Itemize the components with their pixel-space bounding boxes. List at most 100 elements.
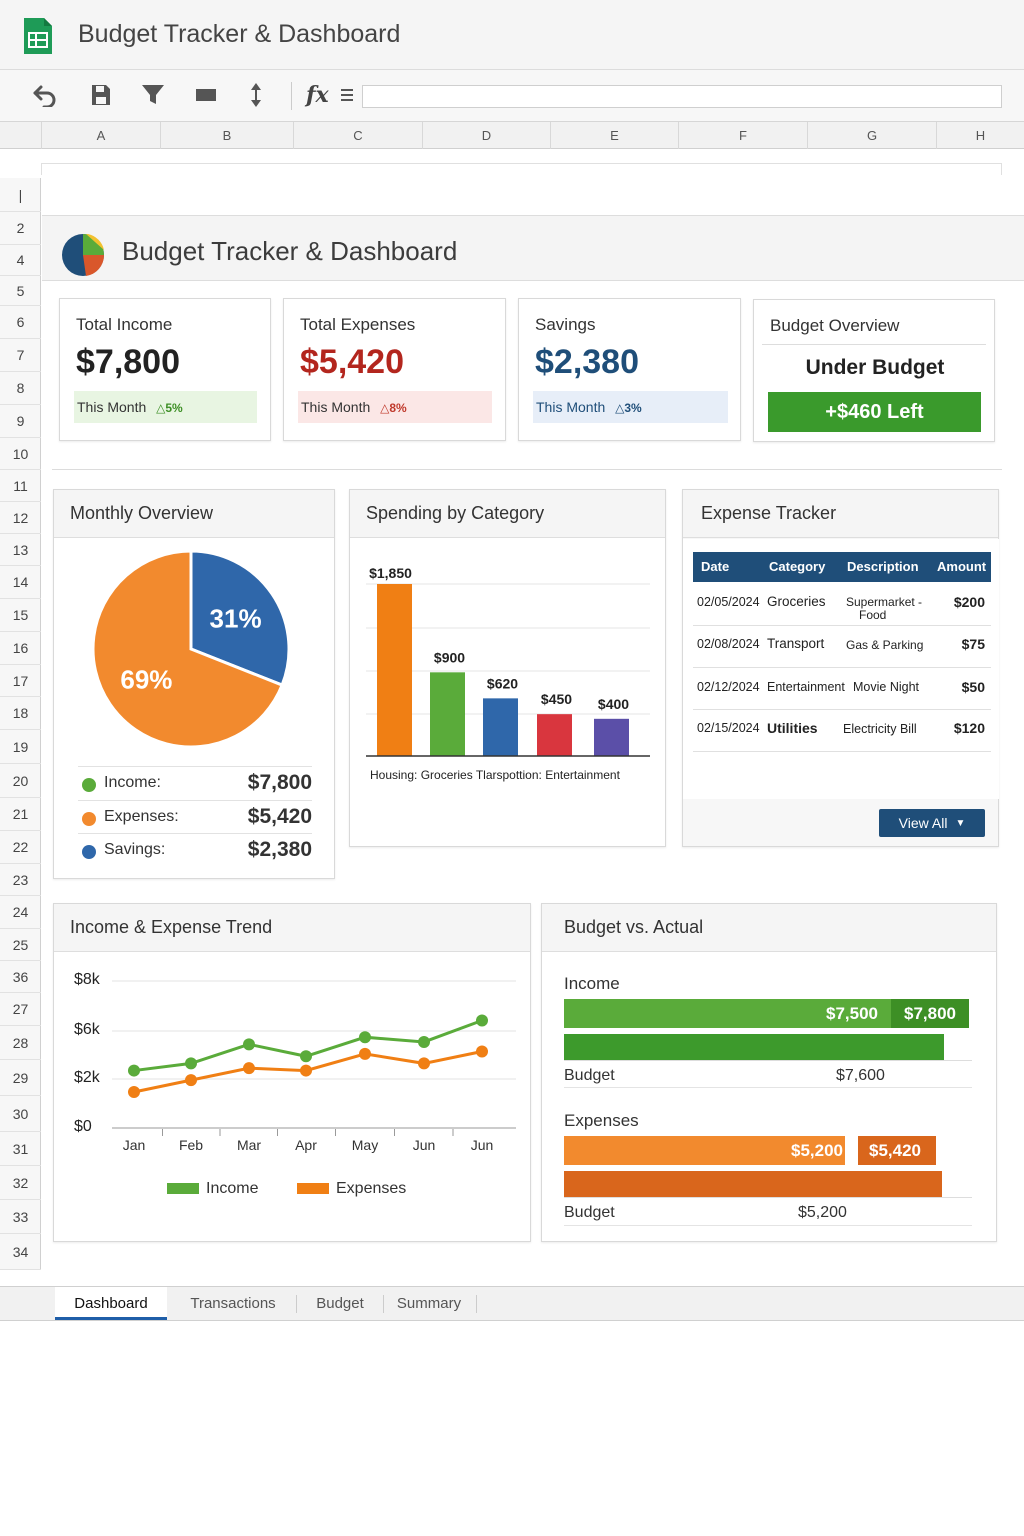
table-row[interactable]: 02/12/2024 Entertainment Movie Night $50	[693, 668, 991, 710]
data-point	[418, 1057, 430, 1070]
row-header[interactable]: 32	[0, 1166, 41, 1200]
row-header[interactable]: 13	[0, 534, 41, 566]
row-header[interactable]: 29	[0, 1060, 41, 1096]
row-header[interactable]: 19	[0, 730, 41, 764]
data-point	[359, 1031, 371, 1044]
sort-icon[interactable]	[241, 80, 271, 110]
trend-up-icon: △8%	[380, 401, 407, 415]
total-income-card: Total Income $7,800 This Month △5%	[59, 298, 271, 441]
legend-label: Income	[206, 1180, 259, 1197]
save-icon[interactable]	[86, 80, 116, 110]
row-header[interactable]: 4	[0, 245, 41, 276]
kpi-label: Savings	[535, 315, 596, 334]
column-header-c[interactable]: C	[293, 122, 422, 149]
tab-separator	[383, 1295, 384, 1313]
fill-color-icon[interactable]	[191, 80, 221, 110]
row-header[interactable]: 8	[0, 372, 41, 405]
row-header[interactable]: 33	[0, 1200, 41, 1234]
row-header[interactable]: 17	[0, 665, 41, 697]
row-header[interactable]: 22	[0, 831, 41, 864]
row-header[interactable]: 21	[0, 798, 41, 831]
data-point	[300, 1064, 312, 1077]
formula-input[interactable]	[362, 85, 1002, 108]
row-header[interactable]: 27	[0, 993, 41, 1026]
tab-separator	[476, 1295, 477, 1313]
row-header[interactable]: 28	[0, 1026, 41, 1060]
column-header-e[interactable]: E	[550, 122, 678, 149]
row-header[interactable]: 14	[0, 566, 41, 599]
row-header[interactable]: 20	[0, 764, 41, 798]
bar-value-label: $1,850	[369, 565, 412, 581]
income-budget-value: $7,600	[836, 1067, 885, 1084]
row-header[interactable]: 5	[0, 276, 41, 306]
table-row[interactable]: 02/08/2024 Transport Gas & Parking $75	[693, 626, 991, 668]
divider	[564, 1060, 972, 1061]
expenses-actual-end-segment	[858, 1136, 936, 1165]
filter-icon[interactable]	[138, 80, 168, 110]
legend-swatch	[297, 1183, 329, 1194]
header-amount[interactable]: Amount	[937, 559, 987, 574]
panel-header: Spending by Category	[350, 490, 665, 538]
pie-slice-label: 31%	[210, 604, 262, 634]
row-header[interactable]: 18	[0, 697, 41, 730]
row-header[interactable]: 23	[0, 864, 41, 896]
panel-title: Income & Expense Trend	[70, 917, 273, 937]
tab-transactions[interactable]: Transactions	[190, 1295, 276, 1312]
row-header[interactable]: 24	[0, 896, 41, 929]
tab-summary[interactable]: Summary	[396, 1295, 462, 1312]
legend-expenses: Expenses: $5,420	[78, 800, 312, 833]
legend-label: Expenses	[336, 1180, 406, 1197]
tab-dashboard[interactable]: Dashboard	[55, 1287, 167, 1320]
income-section-label: Income	[564, 974, 620, 993]
column-header-a[interactable]: A	[41, 122, 160, 149]
header-category[interactable]: Category	[769, 559, 826, 574]
header-date[interactable]: Date	[701, 559, 730, 574]
row-header[interactable]: 16	[0, 632, 41, 665]
tab-budget[interactable]: Budget	[316, 1295, 364, 1312]
row-header[interactable]: 10	[0, 438, 41, 470]
table-row[interactable]: 02/05/2024 Groceries Supermarket - Food …	[693, 586, 991, 626]
income-budget-bar	[564, 1034, 944, 1061]
expenses-dot-icon	[82, 812, 96, 826]
kpi-period-strip: This Month △3%	[533, 391, 728, 423]
kpi-period: This Month	[536, 399, 606, 415]
table-row[interactable]: 02/15/2024 Utilities Electricity Bill $1…	[693, 710, 991, 752]
row-header[interactable]: 15	[0, 599, 41, 632]
panel-header: Budget vs. Actual	[542, 904, 996, 952]
kpi-change: 3%	[624, 401, 642, 415]
column-headers: A B C D E F G H	[0, 122, 1024, 149]
row-header[interactable]: 2	[0, 212, 41, 245]
row-header[interactable]: 30	[0, 1096, 41, 1132]
row-header[interactable]: 6	[0, 306, 41, 339]
row-header[interactable]: 11	[0, 470, 41, 502]
menu-lines-icon[interactable]	[332, 80, 362, 110]
x-tick-label: Feb	[179, 1137, 203, 1153]
header-description[interactable]: Description	[847, 559, 919, 574]
row-header[interactable]: 12	[0, 502, 41, 534]
row-header[interactable]: 7	[0, 339, 41, 372]
y-tick-label: $0	[74, 1118, 92, 1135]
column-header-h[interactable]: H	[936, 122, 1024, 149]
row-header[interactable]: 25	[0, 929, 41, 961]
cell-description: Gas & Parking	[846, 638, 924, 652]
cell-description: Electricity Bill	[843, 722, 917, 736]
expenses-actual-b: $5,420	[869, 1141, 921, 1160]
row-header[interactable]: 9	[0, 405, 41, 438]
column-header-d[interactable]: D	[422, 122, 550, 149]
column-header-g[interactable]: G	[807, 122, 936, 149]
row-header[interactable]: |	[0, 178, 41, 212]
divider	[762, 344, 986, 345]
undo-icon[interactable]	[30, 80, 60, 110]
spending-bar	[483, 698, 518, 756]
column-header-f[interactable]: F	[678, 122, 807, 149]
section-divider	[52, 469, 1002, 470]
kpi-period: This Month	[77, 399, 147, 415]
view-all-button[interactable]: View All ▼	[879, 809, 985, 837]
row-header[interactable]: 34	[0, 1234, 41, 1270]
spending-by-category-panel: Spending by Category $1,850 $900 $620 $450 $…	[349, 489, 666, 847]
row-header[interactable]: 36	[0, 961, 41, 993]
row-header[interactable]: 31	[0, 1132, 41, 1166]
kpi-label: Total Expenses	[300, 315, 416, 334]
view-all-label: View All	[898, 815, 948, 831]
column-header-b[interactable]: B	[160, 122, 293, 149]
